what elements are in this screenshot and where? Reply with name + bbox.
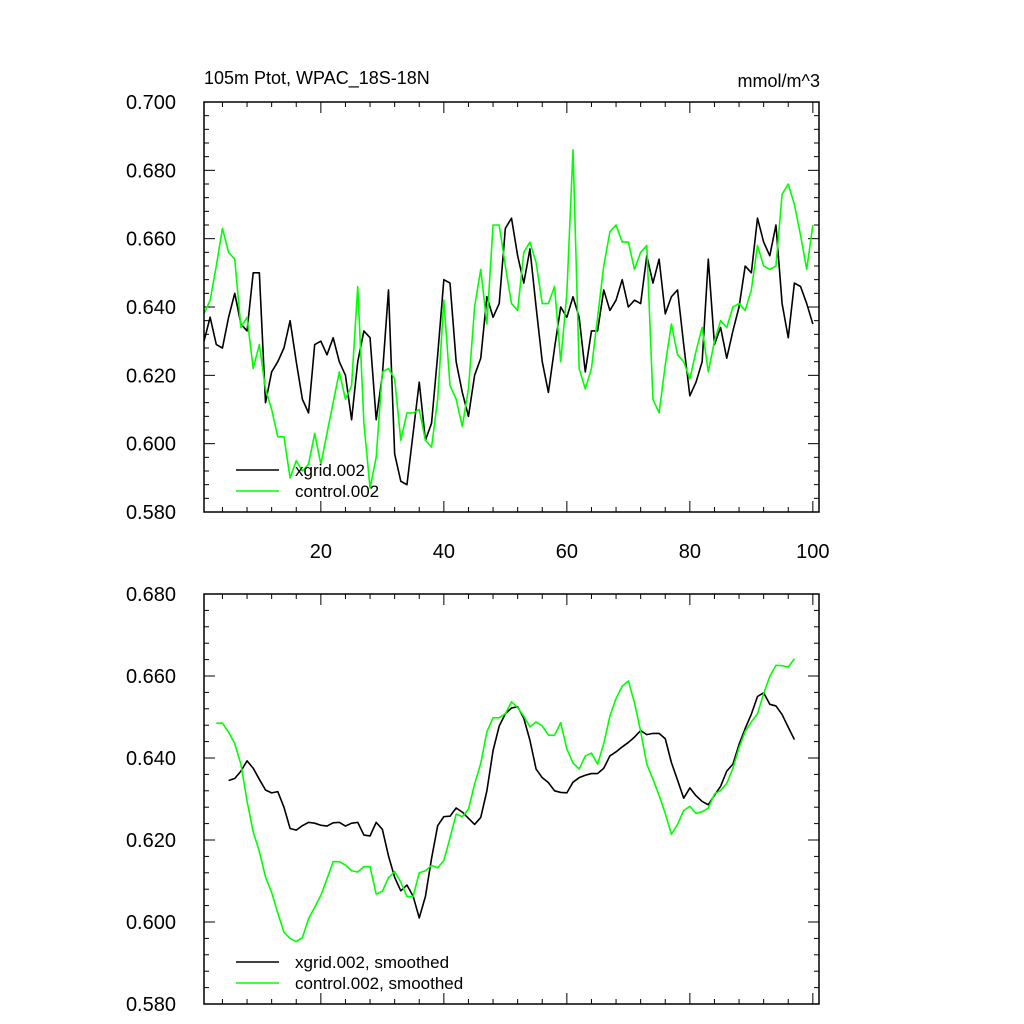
series-lines: [203, 149, 814, 489]
units-label: mmol/m^3: [738, 71, 820, 91]
y-tick-label: 0.680: [126, 160, 176, 182]
legend-label-control: control.002: [295, 482, 379, 501]
top-panel: 105m Ptot, WPAC_18S-18N mmol/m^3 0.5800.…: [126, 68, 830, 563]
legend: xgrid.002, smoothed control.002, smoothe…: [236, 953, 463, 993]
y-tick-label: 0.660: [126, 666, 176, 688]
y-tick-label: 0.600: [126, 434, 176, 456]
series-line-control-002-smoothed: [216, 658, 796, 943]
legend-label-xgrid: xgrid.002: [295, 461, 365, 480]
y-tick-labels: 0.580 0.600 0.620 0.640 0.660 0.680: [126, 584, 176, 1016]
axis-ticks: [204, 101, 819, 513]
series-line-xgrid-002-smoothed: [228, 692, 796, 919]
x-tick-label: 100: [796, 541, 829, 563]
y-tick-label: 0.640: [126, 748, 176, 770]
y-tick-label: 0.600: [126, 912, 176, 934]
x-tick-labels: 20 40 60 80 100: [310, 541, 830, 563]
x-tick-label: 60: [556, 541, 578, 563]
bottom-panel: 0.580 0.600 0.620 0.640 0.660 0.680 xgrid.002…: [126, 584, 820, 1016]
y-tick-label: 0.580: [126, 502, 176, 524]
y-tick-label: 0.700: [126, 92, 176, 114]
x-tick-label: 20: [310, 541, 332, 563]
x-tick-label: 40: [433, 541, 455, 563]
series-line-control-002: [203, 149, 814, 489]
y-tick-label: 0.660: [126, 229, 176, 251]
y-tick-label: 0.680: [126, 584, 176, 606]
series-lines: [216, 658, 796, 943]
chart-title: 105m Ptot, WPAC_18S-18N: [204, 68, 430, 89]
axis-ticks: [204, 593, 819, 1005]
y-tick-labels: 0.580 0.600 0.620 0.640 0.660 0.680 0.700: [126, 92, 176, 524]
y-tick-label: 0.620: [126, 830, 176, 852]
legend-label-control-smoothed: control.002, smoothed: [295, 974, 463, 993]
plot-frame: [203, 101, 820, 513]
x-tick-label: 80: [679, 541, 701, 563]
legend-label-xgrid-smoothed: xgrid.002, smoothed: [295, 953, 449, 972]
y-tick-label: 0.640: [126, 297, 176, 319]
y-tick-label: 0.620: [126, 365, 176, 387]
plot-frame: [203, 593, 820, 1005]
series-line-xgrid-002: [203, 217, 814, 486]
legend: xgrid.002 control.002: [236, 461, 379, 501]
y-tick-label: 0.580: [126, 994, 176, 1016]
